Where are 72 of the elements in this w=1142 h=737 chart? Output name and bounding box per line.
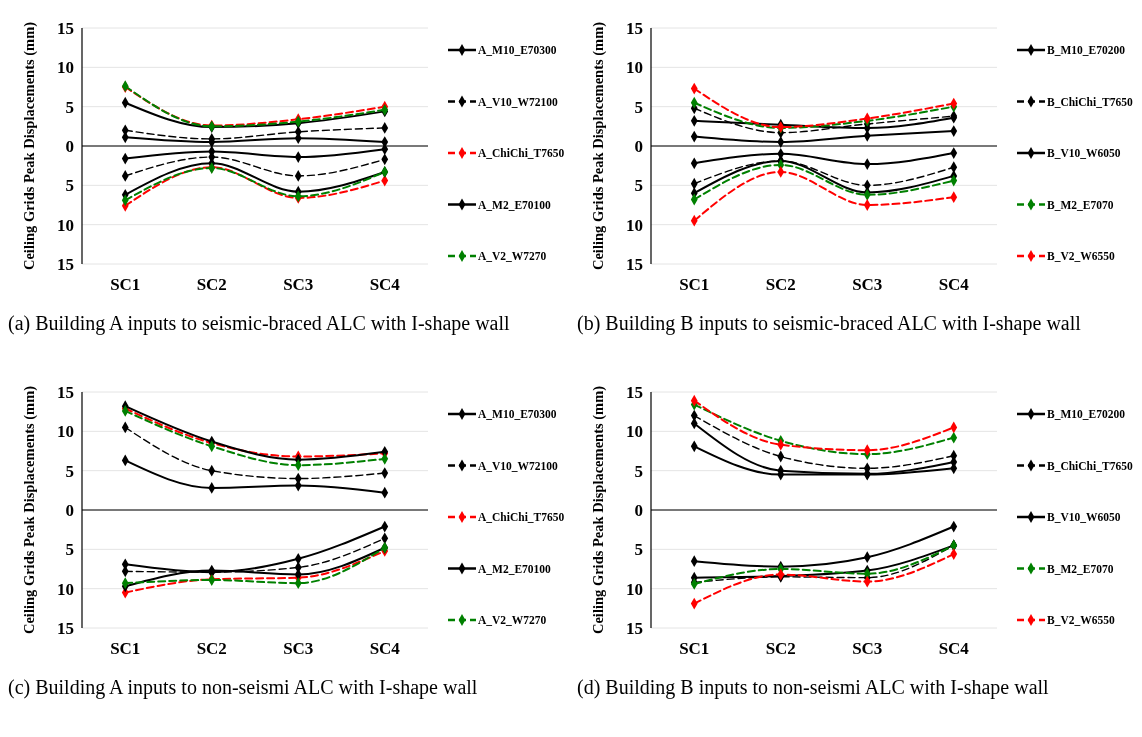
x-tick-label: SC3 (283, 275, 314, 294)
y-tick-label: 5 (65, 461, 74, 481)
y-tick-label: 5 (65, 97, 74, 117)
legend-label: A_M10_E70300 (478, 44, 557, 57)
y-axis-title: Ceiling Grids Peak Displacements (mm) (21, 21, 38, 271)
y-tick-label: 10 (626, 422, 643, 442)
x-tick-label: SC2 (765, 639, 796, 658)
x-tick-label: SC1 (679, 275, 710, 294)
x-tick-label: SC1 (110, 275, 141, 294)
text: (c) Building A inputs to non-seismi ALC with I-shape wall (8, 676, 479, 701)
legend-label: B_ChiChi_T7650 (1047, 95, 1133, 108)
text: (a) Building A inputs to seismic-braced ALC with I-shape wall (8, 312, 511, 337)
y-tick-label: 15 (57, 382, 74, 402)
x-tick-label: SC3 (852, 639, 883, 658)
legend-label: B_M2_E7070 (1047, 198, 1114, 211)
y-tick-label: 15 (57, 18, 74, 38)
legend-label: B_V10_W6050 (1047, 147, 1121, 160)
y-tick-label: 5 (634, 176, 643, 196)
legend-label: A_M2_E70100 (478, 198, 552, 211)
y-tick-label: 0 (65, 500, 74, 520)
text: (b) Building B inputs to seismic-braced ALC with I-shape wall (577, 312, 1082, 337)
y-tick-label: 10 (57, 215, 74, 235)
y-tick-label: 10 (57, 58, 74, 78)
x-tick-label: SC3 (283, 639, 314, 658)
x-tick-label: SC2 (196, 639, 227, 658)
y-axis-title: Ceiling Grids Peak Displacements (mm) (590, 21, 607, 271)
y-tick-label: 15 (626, 382, 643, 402)
y-tick-label: 5 (65, 540, 74, 560)
y-tick-label: 5 (634, 461, 643, 481)
y-tick-label: 15 (626, 254, 643, 274)
y-tick-label: 5 (65, 176, 74, 196)
x-tick-label: SC2 (765, 275, 796, 294)
legend-label: A_M10_E70300 (478, 408, 557, 421)
y-tick-label: 5 (634, 540, 643, 560)
x-tick-label: SC4 (938, 639, 970, 658)
text: (d) Building B inputs to non-seismi ALC with I-shape wall (577, 676, 1050, 701)
legend-label: B_M10_E70200 (1047, 408, 1126, 421)
y-tick-label: 10 (626, 215, 643, 235)
x-tick-label: SC4 (369, 639, 401, 658)
legend-label: B_V2_W6550 (1047, 614, 1115, 627)
y-tick-label: 10 (57, 422, 74, 442)
y-tick-label: 10 (626, 58, 643, 78)
legend-label: A_ChiChi_T7650 (478, 147, 565, 160)
legend-label: A_ChiChi_T7650 (478, 511, 565, 524)
y-tick-label: 15 (57, 618, 74, 638)
y-tick-label: 10 (626, 579, 643, 599)
legend-label: B_M10_E70200 (1047, 44, 1126, 57)
y-tick-label: 15 (626, 18, 643, 38)
legend-label: B_ChiChi_T7650 (1047, 459, 1133, 472)
y-tick-label: 0 (634, 500, 643, 520)
x-tick-label: SC1 (679, 639, 710, 658)
y-tick-label: 5 (634, 97, 643, 117)
y-tick-label: 10 (57, 579, 74, 599)
y-axis-title: Ceiling Grids Peak Displacements (mm) (590, 385, 607, 635)
x-tick-label: SC2 (196, 275, 227, 294)
y-axis-title: Ceiling Grids Peak Displacements (mm) (21, 385, 38, 635)
legend-label: A_V2_W7270 (478, 250, 547, 263)
legend-label: B_M2_E7070 (1047, 562, 1114, 575)
x-tick-label: SC4 (369, 275, 401, 294)
y-tick-label: 0 (65, 136, 74, 156)
legend-label: A_V10_W72100 (478, 95, 559, 108)
legend-label: A_V2_W7270 (478, 614, 547, 627)
x-tick-label: SC3 (852, 275, 883, 294)
y-tick-label: 0 (634, 136, 643, 156)
legend-label: A_M2_E70100 (478, 562, 552, 575)
y-tick-label: 15 (626, 618, 643, 638)
legend-label: A_V10_W72100 (478, 459, 559, 472)
x-tick-label: SC4 (938, 275, 970, 294)
legend-label: B_V2_W6550 (1047, 250, 1115, 263)
legend-label: B_V10_W6050 (1047, 511, 1121, 524)
x-tick-label: SC1 (110, 639, 141, 658)
y-tick-label: 15 (57, 254, 74, 274)
